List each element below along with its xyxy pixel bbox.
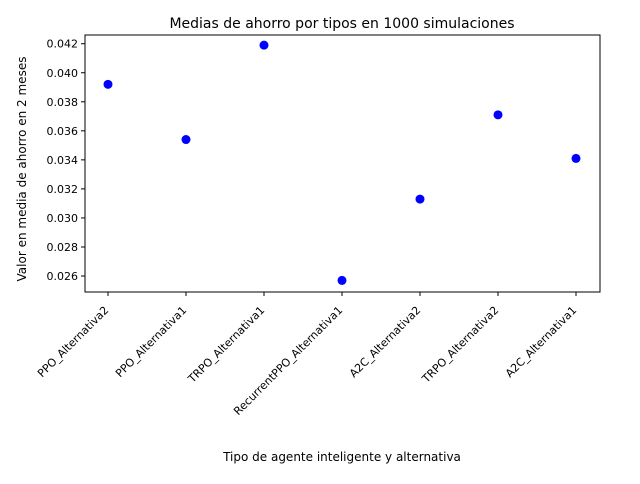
y-tick-label: 0.032	[47, 183, 79, 196]
data-point	[571, 153, 581, 163]
data-point	[103, 79, 113, 89]
y-tick-label: 0.038	[47, 96, 79, 109]
data-point	[259, 40, 269, 50]
data-point	[181, 135, 191, 145]
y-tick-label: 0.030	[47, 212, 79, 225]
y-tick-label: 0.034	[47, 154, 79, 167]
y-tick-label: 0.040	[47, 67, 79, 80]
data-point	[493, 110, 503, 120]
x-axis-label: Tipo de agente inteligente y alternativa	[222, 450, 461, 464]
y-tick-label: 0.036	[47, 125, 79, 138]
y-tick-label: 0.026	[47, 270, 79, 283]
chart-title: Medias de ahorro por tipos en 1000 simul…	[169, 16, 514, 32]
data-point	[415, 194, 425, 204]
y-axis-label: Valor en media de ahorro en 2 meses	[15, 57, 29, 282]
y-tick-label: 0.028	[47, 241, 79, 254]
data-point	[337, 275, 347, 285]
y-tick-label: 0.042	[47, 38, 79, 51]
